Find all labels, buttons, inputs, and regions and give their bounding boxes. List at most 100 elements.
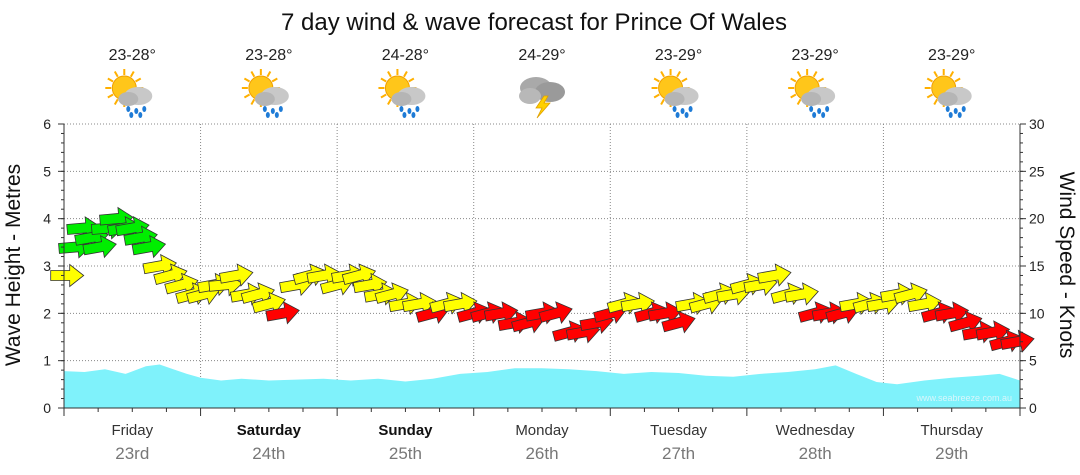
cloud-shape xyxy=(535,82,565,102)
left-tick-label: 4 xyxy=(43,211,51,227)
day-name: Sunday xyxy=(378,422,433,439)
sun-ray xyxy=(266,71,272,78)
wind-arrow xyxy=(164,272,199,296)
raindrop xyxy=(672,106,677,112)
raindrop xyxy=(825,106,830,112)
day-name: Friday xyxy=(111,422,153,439)
sun-ray xyxy=(660,98,665,105)
wave-height-series xyxy=(64,364,1020,408)
right-tick-label: 30 xyxy=(1029,116,1045,132)
credit-watermark: www.seabreeze.com.au xyxy=(915,393,1012,403)
chart-title: 7 day wind & wave forecast for Prince Of… xyxy=(281,9,787,36)
sun-ray xyxy=(113,71,119,78)
left-tick-label: 5 xyxy=(43,163,51,179)
cloud-shape xyxy=(519,88,541,104)
sun-ray xyxy=(817,77,825,83)
raindrop xyxy=(415,106,420,112)
day-labels: Friday 23rd Saturday 24th Sunday 25th Monday 26… xyxy=(111,422,983,463)
sun-ray xyxy=(926,77,933,83)
wind-arrow xyxy=(402,291,437,316)
raindrop xyxy=(126,106,131,112)
sun-ray xyxy=(387,71,392,78)
sun-cloud-rain-icon xyxy=(651,69,699,118)
sun-ray xyxy=(250,98,256,105)
wind-arrow xyxy=(948,310,983,334)
cloud-shape xyxy=(664,92,685,106)
wind-arrow xyxy=(240,282,275,306)
wind-arrow xyxy=(784,282,819,306)
raindrop xyxy=(262,106,267,112)
sun-ray xyxy=(271,77,278,83)
sun-ray xyxy=(653,93,660,99)
sun-ray xyxy=(933,71,939,78)
sun-ray xyxy=(135,77,142,83)
sun-ray xyxy=(676,71,681,78)
sun-ray xyxy=(954,77,961,83)
raindrop xyxy=(948,112,953,118)
raindrop xyxy=(953,108,958,114)
sun-cloud-rain-icon xyxy=(105,69,153,118)
sun-ray xyxy=(653,77,660,83)
left-tick-label: 0 xyxy=(43,400,51,416)
raindrop xyxy=(411,112,416,118)
right-tick-label: 0 xyxy=(1029,400,1037,416)
storm-icon xyxy=(519,77,565,119)
sun-ray xyxy=(380,77,387,83)
raindrop xyxy=(134,108,139,114)
day-date: 26th xyxy=(525,444,558,463)
temperature-range: 23-29° xyxy=(655,47,702,64)
cloud-shape xyxy=(801,92,822,106)
right-tick-label: 10 xyxy=(1029,305,1045,321)
raindrop xyxy=(142,106,147,112)
raindrop xyxy=(680,108,685,114)
day-name: Tuesday xyxy=(650,422,707,439)
sun-ray xyxy=(949,71,955,78)
wave-area xyxy=(64,364,1020,408)
sun-ray xyxy=(926,93,933,99)
wind-arrow xyxy=(374,282,409,306)
raindrop xyxy=(399,106,404,112)
wind-arrow xyxy=(251,291,286,315)
lightning-bolt xyxy=(535,95,551,119)
temperature-range: 24-28° xyxy=(382,47,429,64)
wind-arrow xyxy=(1000,329,1035,353)
wind-arrow xyxy=(661,310,696,334)
left-tick-label: 6 xyxy=(43,116,51,132)
sun-cloud-rain-icon xyxy=(924,69,972,118)
day-name: Wednesday xyxy=(776,422,855,439)
sun-ray xyxy=(107,93,114,99)
wind-arrow xyxy=(82,235,117,259)
cloud-shape xyxy=(118,92,139,106)
wind-arrow xyxy=(50,263,85,288)
sun-ray xyxy=(408,77,415,83)
sun-ray xyxy=(107,77,114,83)
wind-arrow xyxy=(975,320,1011,344)
raindrop xyxy=(684,112,689,118)
cloud-shape xyxy=(937,92,958,106)
sun-ray xyxy=(933,98,939,105)
axes: 0 1 2 3 4 5 6 0 5 10 15 20 25 30 xyxy=(43,116,1045,416)
wind-arrow xyxy=(131,235,167,259)
day-name: Thursday xyxy=(920,422,983,439)
sun-cloud-rain-icon xyxy=(788,69,836,118)
right-tick-label: 5 xyxy=(1029,353,1037,369)
raindrop xyxy=(957,112,962,118)
right-axis-title: Wind Speed - Knots xyxy=(1055,172,1078,359)
temperature-range: 23-29° xyxy=(791,47,838,64)
wind-arrow xyxy=(757,263,792,287)
wind-arrow xyxy=(907,291,942,316)
sun-ray xyxy=(812,71,818,78)
raindrop xyxy=(402,112,407,118)
weather-row: 23-28° 23-28° 24-28° 24-29° 23-29° 23-29° 23-2… xyxy=(105,47,975,119)
raindrop xyxy=(688,106,693,112)
raindrop xyxy=(265,112,270,118)
sun-ray xyxy=(796,98,802,105)
right-tick-label: 15 xyxy=(1029,258,1045,274)
left-axis-title: Wave Height - Metres xyxy=(2,164,25,366)
left-tick-label: 1 xyxy=(43,353,51,369)
sun-ray xyxy=(380,93,387,99)
wind-arrow xyxy=(893,282,928,306)
temperature-range: 23-28° xyxy=(109,47,156,64)
wind-arrow xyxy=(934,301,970,325)
